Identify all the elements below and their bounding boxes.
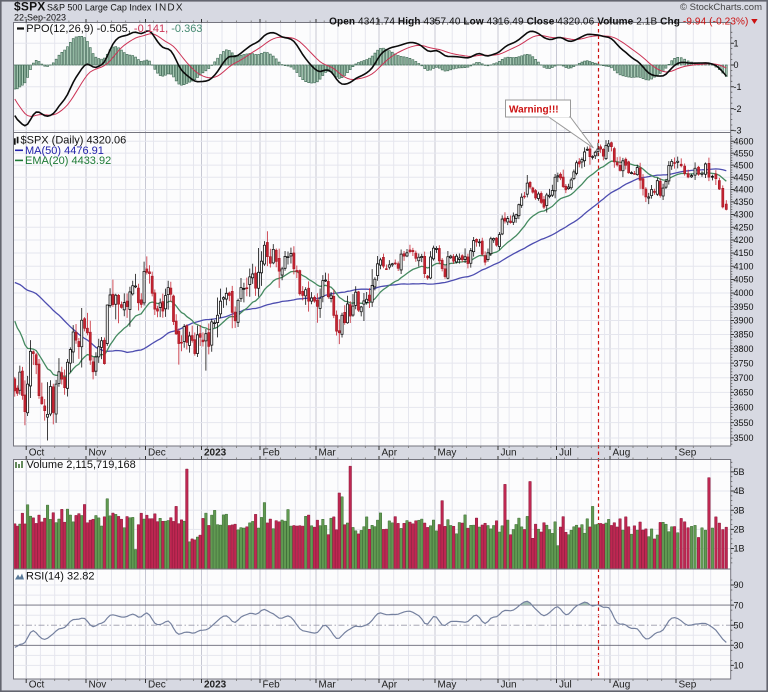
svg-text:3650: 3650	[734, 388, 754, 398]
svg-text:4550: 4550	[734, 148, 754, 158]
svg-text:1: 1	[734, 38, 739, 48]
svg-text:4150: 4150	[734, 248, 754, 258]
svg-text:4200: 4200	[734, 235, 754, 245]
svg-text:Jun: Jun	[501, 447, 517, 458]
svg-text:RSI(14) 32.82: RSI(14) 32.82	[26, 571, 94, 583]
svg-text:4250: 4250	[734, 222, 754, 232]
svg-text:90: 90	[734, 580, 744, 590]
svg-text:4100: 4100	[734, 261, 754, 271]
svg-text:Warning!!!: Warning!!!	[509, 105, 559, 116]
svg-text:Jul: Jul	[559, 680, 572, 691]
svg-text:Jun: Jun	[501, 680, 517, 691]
svg-text:$SPX (Daily) 4320.06: $SPX (Daily) 4320.06	[21, 134, 127, 146]
svg-text:Apr: Apr	[382, 447, 398, 458]
svg-text:-3: -3	[734, 126, 742, 136]
svg-text:3500: 3500	[734, 433, 754, 443]
svg-text:Mar: Mar	[319, 680, 337, 691]
svg-text:-2: -2	[734, 104, 742, 114]
svg-text:5B: 5B	[734, 467, 745, 477]
svg-text:4050: 4050	[734, 275, 754, 285]
svg-text:PPO(12,26,9) -0.505, -0.141, -: PPO(12,26,9) -0.505, -0.141, -0.363	[26, 23, 202, 35]
svg-text:0: 0	[734, 60, 739, 70]
svg-text:4400: 4400	[734, 185, 754, 195]
svg-text:May: May	[438, 447, 457, 458]
svg-text:3B: 3B	[734, 505, 745, 515]
svg-text:Oct: Oct	[29, 447, 45, 458]
svg-text:Open 4341.74 High 4357.40 Low: Open 4341.74 High 4357.40 Low 4316.49 Cl…	[329, 17, 748, 28]
svg-text:Oct: Oct	[29, 680, 45, 691]
svg-text:© StockCharts.com: © StockCharts.com	[680, 2, 762, 13]
svg-text:4600: 4600	[734, 137, 754, 147]
svg-text:Nov: Nov	[89, 447, 107, 458]
svg-text:4000: 4000	[734, 288, 754, 298]
svg-text:Mar: Mar	[319, 447, 337, 458]
svg-text:22-Sep-2023: 22-Sep-2023	[14, 12, 66, 22]
svg-text:Volume 2,115,719,168: Volume 2,115,719,168	[27, 459, 136, 471]
svg-text:4500: 4500	[734, 160, 754, 170]
svg-text:May: May	[438, 680, 457, 691]
svg-text:Aug: Aug	[613, 680, 631, 691]
svg-text:2023: 2023	[204, 447, 227, 458]
svg-text:1B: 1B	[734, 544, 745, 554]
svg-text:3850: 3850	[734, 330, 754, 340]
svg-text:Nov: Nov	[89, 680, 107, 691]
svg-text:3900: 3900	[734, 316, 754, 326]
svg-text:3700: 3700	[734, 373, 754, 383]
svg-text:3600: 3600	[734, 403, 754, 413]
svg-text:Dec: Dec	[148, 447, 166, 458]
svg-text:$SPX: $SPX	[14, 0, 46, 14]
svg-text:2B: 2B	[734, 525, 745, 535]
svg-text:3950: 3950	[734, 302, 754, 312]
svg-text:70: 70	[734, 600, 744, 610]
svg-text:Apr: Apr	[382, 680, 398, 691]
svg-text:Jul: Jul	[559, 447, 572, 458]
svg-text:30: 30	[734, 641, 744, 651]
svg-text:Sep: Sep	[679, 680, 697, 691]
svg-text:S&P 500 Large Cap Index: S&P 500 Large Cap Index	[47, 3, 152, 13]
svg-text:MA(50) 4476.91: MA(50) 4476.91	[25, 145, 104, 157]
svg-text:2023: 2023	[204, 680, 227, 691]
svg-text:Feb: Feb	[263, 447, 281, 458]
svg-text:Dec: Dec	[148, 680, 166, 691]
svg-text:Sep: Sep	[679, 447, 697, 458]
svg-text:Aug: Aug	[613, 447, 631, 458]
svg-text:4300: 4300	[734, 210, 754, 220]
svg-text:4450: 4450	[734, 173, 754, 183]
svg-text:3550: 3550	[734, 418, 754, 428]
svg-text:Feb: Feb	[263, 680, 281, 691]
svg-text:10: 10	[734, 661, 744, 671]
svg-text:3750: 3750	[734, 358, 754, 368]
svg-text:EMA(20) 4433.92: EMA(20) 4433.92	[25, 155, 111, 167]
svg-text:INDX: INDX	[155, 3, 184, 14]
svg-text:4350: 4350	[734, 197, 754, 207]
svg-text:4B: 4B	[734, 486, 745, 496]
svg-text:-1: -1	[734, 82, 742, 92]
svg-text:50: 50	[734, 620, 744, 630]
svg-text:3800: 3800	[734, 344, 754, 354]
